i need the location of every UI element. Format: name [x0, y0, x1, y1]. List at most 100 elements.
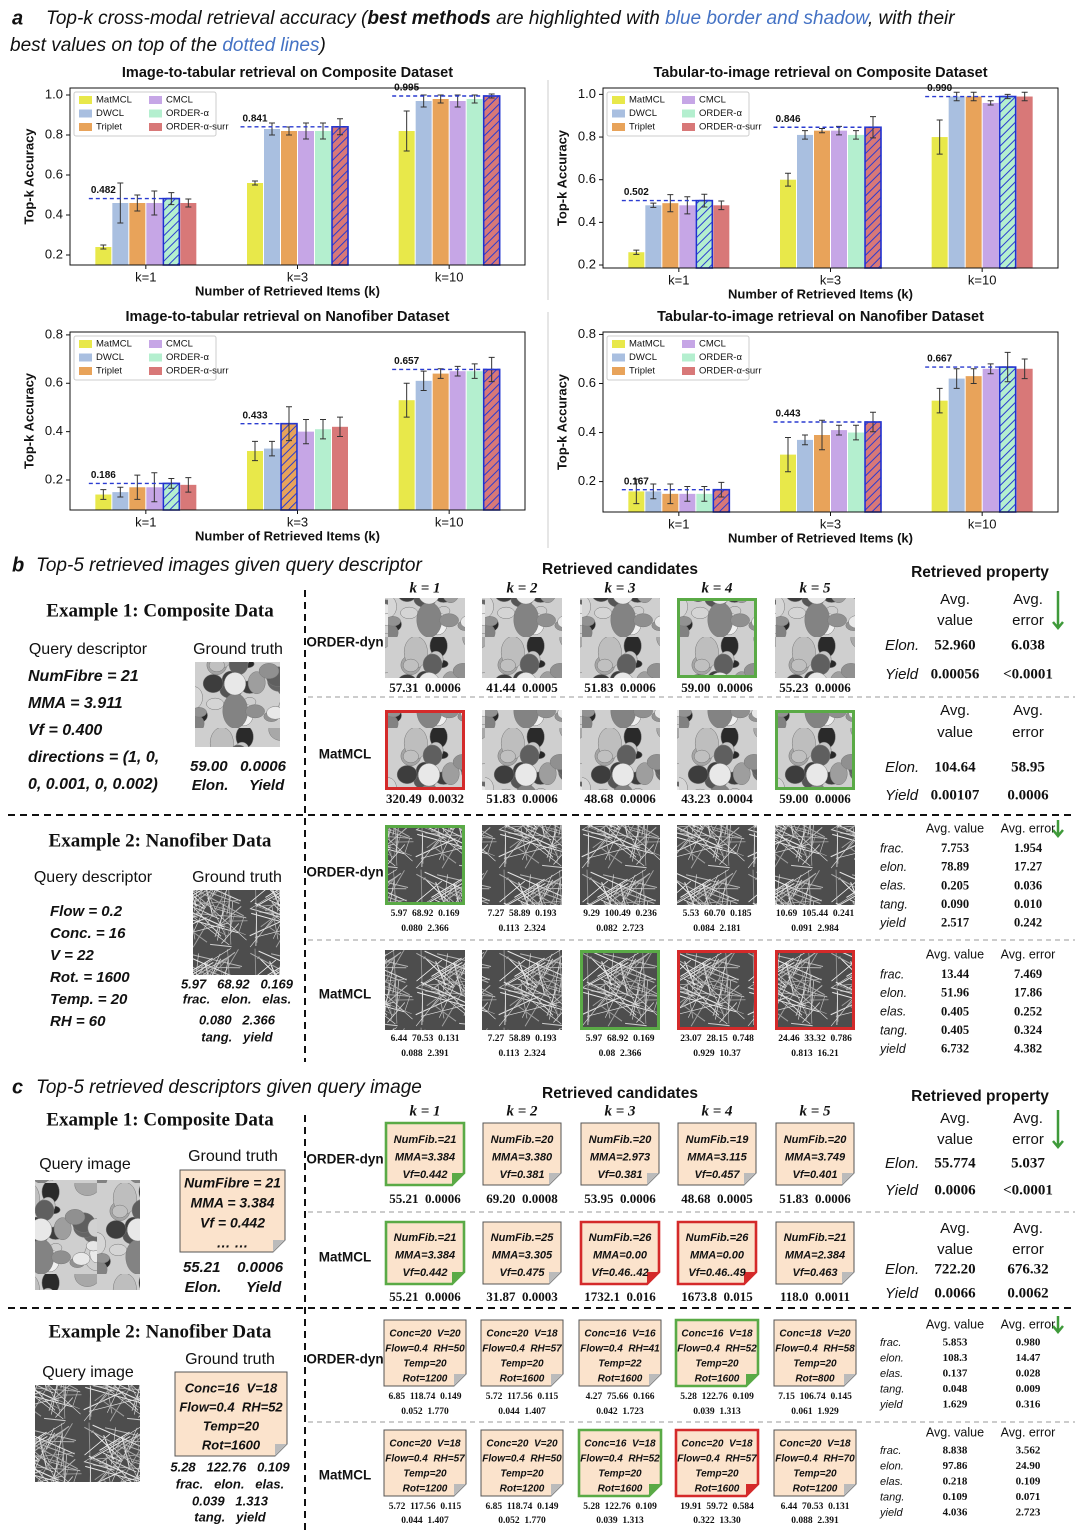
property-column-header: Avg. value	[926, 947, 984, 961]
property-error: 2.723	[1016, 1507, 1041, 1519]
best-value-label: 0.657	[394, 356, 419, 367]
legend-swatch	[79, 96, 92, 104]
thumbnail-border	[775, 950, 855, 1030]
query-line: Flow = 0.2	[50, 903, 123, 920]
candidate-caption: 1732.1 0.016	[584, 1289, 656, 1304]
legend-swatch	[79, 109, 92, 118]
candidate-caption: 4.27 75.66 0.166	[586, 1392, 655, 1402]
bar	[864, 126, 882, 269]
legend-swatch	[149, 109, 162, 118]
card-fold	[842, 1272, 854, 1284]
k-label: k = 1	[409, 580, 440, 596]
property-name: yield	[879, 916, 907, 930]
x-tick-label: k=1	[135, 514, 156, 529]
property-error: 7.469	[1014, 967, 1042, 981]
error-bar	[970, 91, 977, 102]
legend-swatch	[612, 367, 625, 375]
bar	[1016, 368, 1033, 512]
candidate-caption: 1673.8 0.015	[681, 1289, 753, 1304]
property-column-header: Avg. value	[926, 1317, 984, 1331]
legend-label: MatMCL	[96, 95, 132, 106]
card-line: MMA = 3.384	[191, 1195, 275, 1211]
error-bar	[1004, 351, 1011, 383]
y-axis-label: Top-k Accuracy	[554, 129, 569, 226]
x-tick-label: k=3	[287, 514, 308, 529]
thumbnail-border	[677, 950, 757, 1030]
error-bar	[303, 122, 309, 140]
title-segment: best values on top of the	[10, 35, 222, 56]
property-error: 1.954	[1014, 841, 1043, 855]
bar	[162, 197, 181, 266]
ground-truth-names: frac. elon. elas.	[176, 1476, 284, 1491]
candidate-caption: 5.53 60.70 0.185	[683, 909, 752, 919]
property-value: 2.517	[941, 916, 969, 930]
bar	[948, 378, 965, 512]
legend-swatch	[612, 340, 625, 348]
property-column-header: value	[937, 1131, 973, 1148]
bar	[831, 430, 847, 512]
bar	[398, 400, 415, 510]
card-line: Temp=20	[695, 1469, 739, 1480]
error-bar	[100, 489, 107, 500]
example-title: Example 1: Composite Data	[46, 1109, 274, 1130]
thumbnail	[385, 950, 465, 1030]
error-bar	[134, 194, 141, 212]
property-error: <0.0001	[1003, 1182, 1053, 1198]
property-column-header: Avg.	[940, 1110, 970, 1127]
ground-truth-names: tang. yield	[201, 1029, 274, 1044]
query-line: Temp. = 20	[50, 991, 128, 1008]
error-bar	[168, 192, 175, 206]
card-line: Flow=0.4 RH=57	[385, 1454, 465, 1465]
property-header: Retrieved property	[911, 1088, 1049, 1105]
candidate-caption: 7.27 58.89 0.193	[488, 909, 557, 919]
bar	[146, 203, 163, 265]
title-segment: dotted lines	[222, 35, 320, 56]
legend-box	[606, 91, 750, 137]
card-fold	[551, 1484, 563, 1496]
thumbnail	[580, 950, 660, 1030]
property-name: Elon.	[885, 759, 919, 776]
panel-title: best values on top of the dotted lines)	[10, 35, 326, 56]
property-error: 0.071	[1016, 1491, 1041, 1503]
thumbnail	[482, 825, 562, 905]
property-column-header: Avg.	[1013, 1110, 1043, 1127]
property-error: 0.009	[1016, 1383, 1041, 1395]
property-error: 14.47	[1016, 1352, 1041, 1364]
legend-label: ORDER-α-surr	[166, 122, 229, 133]
property-name: frac.	[880, 841, 904, 855]
ground-truth-values: 0.039 1.313	[192, 1493, 269, 1508]
error-bar	[802, 434, 808, 446]
error-bar	[403, 110, 410, 152]
card-line: NumFib.=19	[686, 1134, 750, 1146]
legend-swatch	[149, 96, 162, 104]
candidate-caption: 69.20 0.0008	[486, 1191, 558, 1206]
bar	[466, 99, 483, 265]
property-value: 97.86	[943, 1460, 968, 1472]
y-tick-label: 1.0	[578, 86, 596, 101]
card-line: MMA=3.380	[492, 1151, 553, 1163]
card-fold	[842, 1173, 854, 1185]
x-axis-label: Number of Retrieved Items (k)	[195, 528, 380, 543]
thumbnail	[580, 598, 660, 678]
property-name: tang.	[880, 1383, 904, 1395]
bar	[332, 426, 348, 510]
best-value-label: 0.167	[624, 476, 649, 487]
y-tick-label: 0.6	[45, 375, 63, 390]
error-bar	[853, 424, 859, 441]
legend-label: Triplet	[96, 366, 122, 377]
property-error: 0.980	[1016, 1337, 1041, 1349]
error-bar	[987, 100, 994, 106]
card-line: Temp=20	[695, 1359, 739, 1370]
card-fold	[454, 1374, 466, 1386]
candidate-caption: 5.28 122.76 0.109	[680, 1392, 754, 1402]
property-value: 0.0066	[934, 1285, 976, 1301]
property-value: 0.00056	[931, 666, 980, 682]
card-line: Rot=1200	[500, 1484, 545, 1495]
error-bar	[701, 485, 708, 502]
panel-title: Top-5 retrieved descriptors given query …	[36, 1077, 422, 1098]
card-fold	[549, 1272, 561, 1284]
error-bar	[286, 406, 292, 442]
ground-truth-values: 5.28 122.76 0.109	[170, 1459, 290, 1474]
query-line: NumFibre = 21	[28, 668, 139, 685]
card-line: NumFib.=20	[491, 1134, 555, 1146]
